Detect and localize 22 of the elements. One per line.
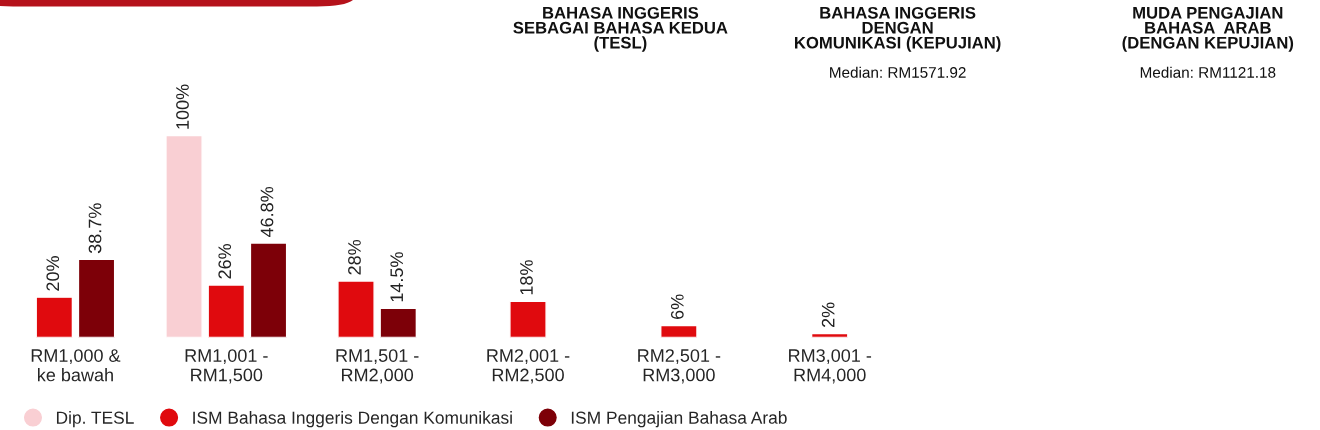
x-tick-label: RM1,501 - RM2,000 — [336, 349, 419, 384]
x-tick-label: RM2,501 - RM3,000 — [638, 349, 721, 384]
data-label: 26% — [218, 243, 232, 279]
data-label: 38.7% — [88, 203, 102, 254]
x-tick-label: RM1,000 & ke bawah — [31, 349, 121, 382]
data-label: 46.8% — [260, 186, 274, 238]
legend-label: Dip. TESL — [56, 411, 134, 428]
text: MUDA PENGAJIAN BAHASA ARAB (DENGAN KEPUJIAN) Median: RM1121.18 — [1122, 6, 1294, 78]
data-label: 14.5% — [390, 252, 404, 302]
x-tick-label: RM2,001 - RM2,500 — [487, 349, 570, 384]
data-label: 100% — [176, 84, 189, 129]
text: BAHASA INGGERIS SEBAGAI BAHASA KEDUA (TESL) — [513, 6, 728, 52]
legend-label: ISM Pengajian Bahasa Arab — [571, 411, 787, 428]
data-label: 20% — [46, 256, 60, 291]
data-label: 6% — [670, 294, 684, 319]
x-tick-label: RM3,001 - RM4,000 — [789, 349, 872, 384]
legend-label: ISM Bahasa Inggeris Dengan Komunikasi — [193, 411, 512, 428]
data-label: 28% — [348, 239, 361, 275]
data-label: 2% — [821, 302, 835, 328]
x-tick-label: RM1,001 - RM1,500 — [185, 349, 268, 384]
data-label: 18% — [520, 260, 533, 295]
text: BAHASA INGGERIS DENGAN KOMUNIKASI (KEPUJIAN) Median: RM1571.92 — [795, 6, 1001, 78]
